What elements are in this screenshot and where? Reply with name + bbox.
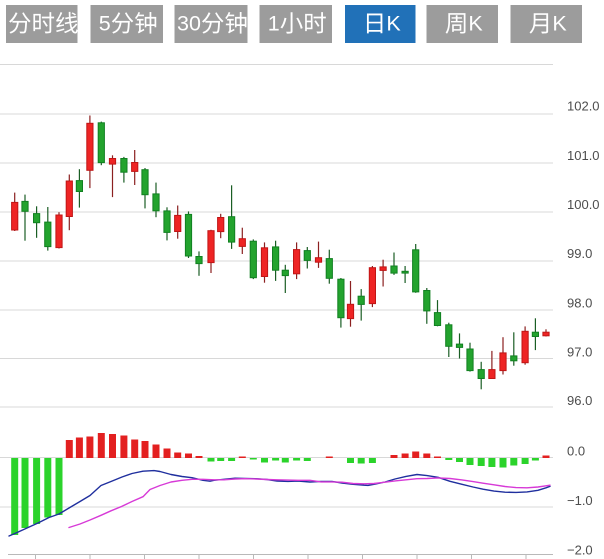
svg-text:100.0: 100.0 [567, 197, 600, 212]
svg-text:96.0: 96.0 [567, 393, 592, 408]
svg-text:−2.0: −2.0 [567, 543, 593, 558]
svg-text:K: K [552, 12, 567, 36]
svg-text:3: 3 [177, 12, 189, 36]
svg-text:K: K [468, 12, 483, 36]
svg-text:97.0: 97.0 [567, 345, 592, 360]
svg-text:5: 5 [99, 12, 111, 36]
svg-text:99.0: 99.0 [567, 246, 592, 261]
svg-text:1: 1 [268, 12, 280, 36]
svg-text:98.0: 98.0 [567, 296, 592, 311]
svg-text:K: K [386, 12, 401, 36]
svg-text:0.0: 0.0 [567, 444, 585, 459]
svg-text:101.0: 101.0 [567, 148, 600, 163]
svg-text:0: 0 [189, 12, 201, 36]
svg-text:102.0: 102.0 [567, 99, 600, 114]
svg-text:−1.0: −1.0 [567, 493, 593, 508]
